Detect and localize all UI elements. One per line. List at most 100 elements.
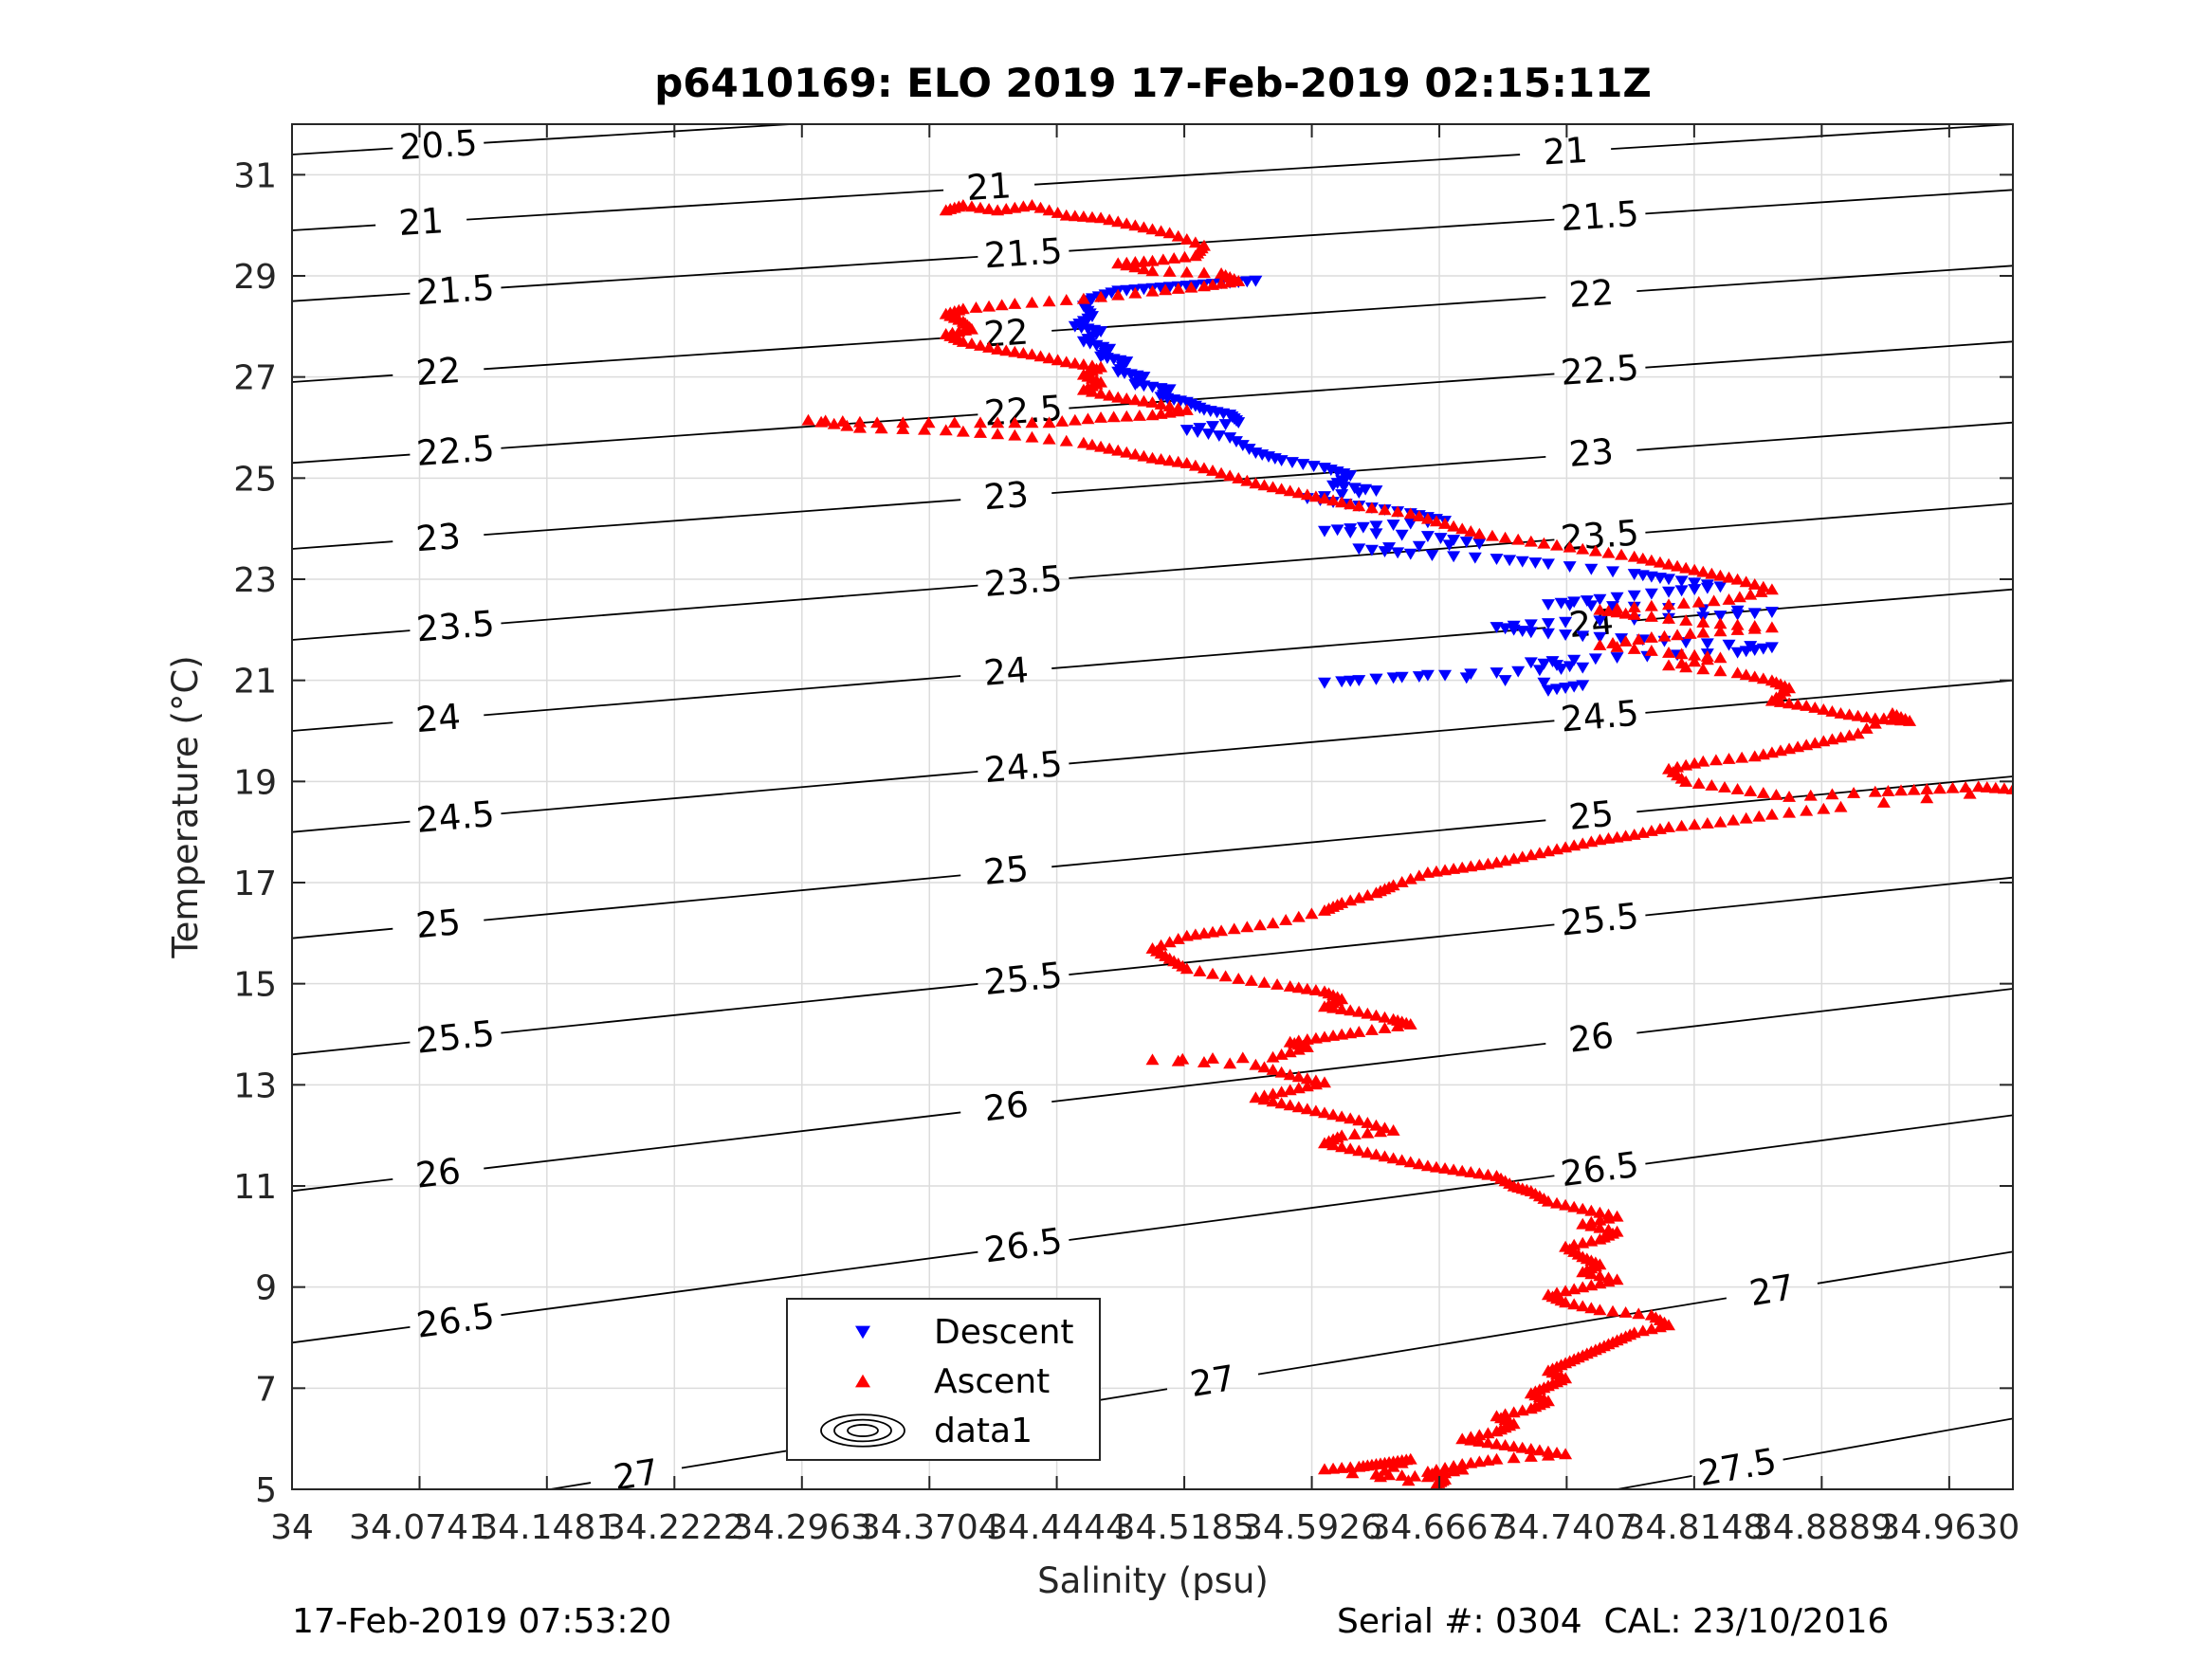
- descent-point: [1688, 577, 1702, 590]
- ascent-point: [1764, 694, 1779, 706]
- isopycnal-label: 25: [414, 902, 463, 946]
- ascent-point: [1559, 1448, 1573, 1460]
- ascent-point: [1618, 607, 1633, 619]
- ascent-point: [1145, 254, 1160, 266]
- ascent-point: [1524, 535, 1538, 547]
- ascent-point: [1223, 1057, 1237, 1069]
- ascent-point: [1696, 755, 1710, 767]
- ascent-point: [1128, 393, 1143, 406]
- ascent-point: [1688, 757, 1702, 769]
- ascent-point: [1137, 394, 1151, 407]
- descent-point: [1644, 588, 1658, 600]
- isopycnal-label: 23: [414, 516, 462, 559]
- ascent-point: [1515, 850, 1529, 863]
- ascent-point: [1300, 1080, 1314, 1092]
- ascent-point: [1145, 1053, 1160, 1066]
- ascent-point: [1361, 1007, 1375, 1019]
- isopycnal-label: 26: [413, 1151, 463, 1196]
- isopycnal-label: 26.5: [414, 1295, 497, 1345]
- descent-point: [1541, 628, 1555, 640]
- ascent-point: [1756, 787, 1770, 798]
- descent-point: [1559, 629, 1573, 641]
- ascent-point: [1691, 595, 1706, 608]
- isopycnal-line: [1617, 1474, 1692, 1489]
- ascent-point: [1361, 1117, 1375, 1128]
- ascent-point: [1184, 281, 1198, 293]
- ascent-point: [1747, 670, 1762, 683]
- ascent-point: [991, 428, 1005, 440]
- descent-point: [1447, 551, 1461, 563]
- descent-point: [1563, 561, 1577, 573]
- descent-point: [1420, 531, 1435, 542]
- ascent-point: [1347, 1128, 1362, 1139]
- ascent-point: [1335, 496, 1349, 508]
- descent-point: [1498, 675, 1512, 686]
- ascent-point: [1132, 410, 1146, 421]
- ascent-point: [1085, 438, 1099, 450]
- ascent-point: [1111, 444, 1125, 456]
- x-tick-label: 34.1481: [476, 1508, 617, 1547]
- ascent-point: [1344, 894, 1358, 906]
- descent-point: [1747, 608, 1762, 620]
- legend-contour-icon: [847, 1424, 879, 1437]
- ascent-point: [1455, 1463, 1470, 1475]
- ascent-point: [801, 413, 815, 426]
- ascent-point: [1662, 557, 1675, 570]
- isopycnal-label: 27: [1746, 1267, 1797, 1314]
- ascent-point: [1932, 782, 1947, 794]
- ascent-point: [1464, 1433, 1478, 1446]
- ascent-point: [1274, 483, 1289, 495]
- ascent-point: [1352, 1114, 1366, 1126]
- descent-point: [1559, 616, 1573, 629]
- x-tick-label: 34: [270, 1508, 314, 1547]
- descent-point: [1524, 627, 1538, 639]
- ascent-point: [1881, 785, 1895, 796]
- isopycnal-line: [1034, 154, 1521, 186]
- ascent-point: [1420, 866, 1435, 878]
- ascent-point: [1485, 529, 1499, 541]
- ascent-point: [1197, 927, 1211, 939]
- ascent-point: [1537, 537, 1551, 549]
- descent-point: [1528, 557, 1543, 569]
- ascent-point: [1464, 860, 1478, 872]
- ascent-point: [1025, 430, 1039, 443]
- ascent-point: [1025, 199, 1039, 210]
- descent-point: [1395, 671, 1409, 684]
- ascent-point: [1218, 970, 1233, 982]
- ascent-point: [1008, 345, 1022, 357]
- y-tick-label: 27: [233, 359, 277, 398]
- ascent-point: [1206, 1052, 1220, 1064]
- descent-point: [1386, 520, 1400, 531]
- ascent-point: [1803, 789, 1818, 801]
- descent-point: [1434, 533, 1448, 544]
- ascent-point: [1791, 698, 1805, 710]
- ascent-point: [1154, 408, 1168, 419]
- ascent-point: [964, 337, 978, 349]
- ascent-point: [1662, 647, 1675, 658]
- ascent-point: [974, 427, 987, 438]
- ascent-point: [1593, 1269, 1607, 1282]
- ascent-point: [1206, 925, 1220, 938]
- ascent-point: [1403, 507, 1417, 520]
- ascent-point: [1223, 276, 1237, 288]
- ascent-point: [1395, 1456, 1409, 1468]
- descent-point: [1438, 669, 1453, 682]
- ascent-point: [1696, 663, 1710, 675]
- ascent-point: [1644, 611, 1658, 622]
- ascent-point: [1145, 396, 1160, 408]
- ascent-point: [814, 415, 829, 428]
- ascent-point: [1817, 735, 1831, 747]
- y-tick-label: 23: [233, 561, 277, 600]
- x-tick-label: 34.2963: [731, 1508, 872, 1547]
- ascent-point: [1291, 981, 1306, 994]
- isopycnal-line: [292, 1177, 393, 1193]
- ascent-point: [1378, 1022, 1392, 1033]
- ascent-point: [1171, 455, 1185, 467]
- ascent-point: [1352, 1005, 1366, 1017]
- ascent-point: [1106, 410, 1121, 423]
- ascent-point: [1335, 1003, 1349, 1014]
- descent-point: [1468, 552, 1482, 564]
- ascent-point: [1197, 462, 1211, 474]
- ascent-point: [1472, 1167, 1487, 1179]
- ascent-point: [1515, 1441, 1529, 1453]
